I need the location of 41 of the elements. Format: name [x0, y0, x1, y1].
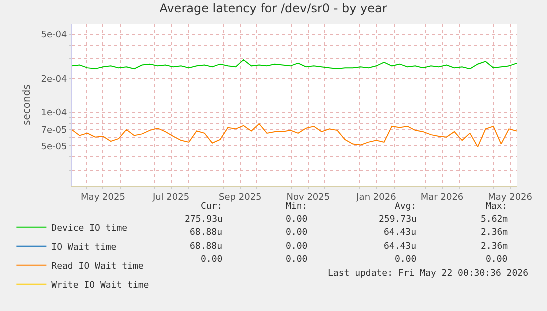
legend-label: Write IO Wait time — [52, 280, 150, 291]
y-tick-label: 5e-04 — [41, 30, 68, 41]
text: 0.00 — [201, 255, 223, 265]
line-series — [72, 123, 517, 148]
text: 64.43u — [384, 228, 417, 238]
text: 68.88u — [190, 242, 223, 252]
x-tick-label: Nov 2025 — [286, 192, 330, 203]
x-tick-label: Jul 2025 — [152, 192, 190, 203]
text: Cur: — [201, 202, 223, 212]
text: 0.00 — [286, 215, 308, 225]
legend-label: Device IO time — [52, 224, 128, 234]
y-tick-label: 1e-04 — [41, 108, 68, 119]
legend-label: Read IO Wait time — [52, 262, 144, 272]
y-axis-title: seconds — [22, 84, 34, 126]
y-tick-label: 7e-05 — [41, 126, 68, 136]
y-tick-label: 2e-04 — [41, 75, 68, 86]
line-series — [72, 60, 517, 70]
text: Min: — [286, 202, 308, 212]
x-tick-label: May 2025 — [81, 192, 126, 203]
text: 0.00 — [486, 255, 508, 265]
text: 259.73u — [379, 215, 417, 225]
text: 275.93u — [185, 215, 223, 225]
text: 2.36m — [481, 228, 508, 238]
legend-label: IO Wait time — [52, 242, 117, 253]
text: 5.62m — [481, 215, 508, 225]
text: Avg: — [395, 202, 417, 212]
x-tick-label: Mar 2026 — [420, 192, 464, 203]
text: 0.00 — [395, 255, 417, 265]
y-tick-label: 5e-05 — [41, 142, 68, 152]
x-tick-label: May 2026 — [488, 192, 533, 203]
text: 64.43u — [384, 242, 417, 252]
x-tick-label: Jan 2026 — [356, 192, 397, 203]
text: 0.00 — [286, 228, 308, 238]
text: Last update: Fri May 22 00:30:36 2026 — [328, 269, 528, 279]
chart-title: Average latency for /dev/sr0 - by year — [160, 1, 388, 16]
text: 0.00 — [286, 255, 308, 265]
text: 0.00 — [286, 242, 308, 252]
x-tick-label: Sep 2025 — [219, 192, 262, 203]
text: 68.88u — [190, 228, 223, 238]
text: 2.36m — [481, 242, 508, 252]
text: Max: — [486, 202, 508, 212]
